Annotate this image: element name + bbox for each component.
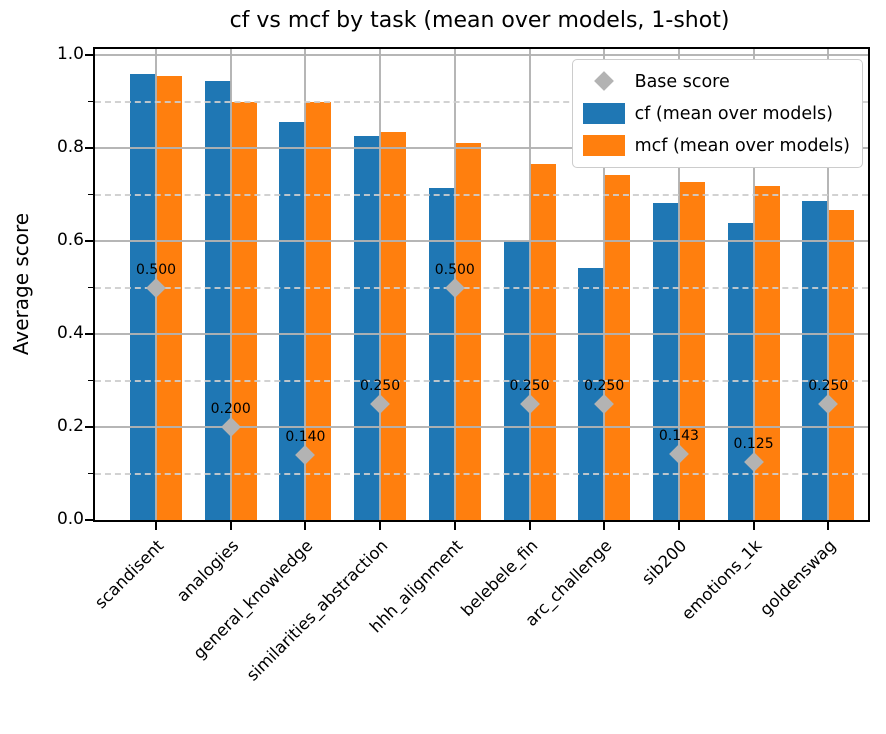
base-score-label-belebele_fin: 0.250 xyxy=(509,377,550,394)
y-tick-mark xyxy=(85,147,93,149)
base-score-label-arc_challenge: 0.250 xyxy=(584,377,625,394)
x-tick-mark xyxy=(304,522,307,530)
x-tick-label-belebele_fin: belebele_fin xyxy=(456,536,541,621)
y-tick-mark xyxy=(85,54,93,56)
gridline-horizontal xyxy=(95,100,868,103)
plot-area: 0.500 0.200 0.140 0.250 0.500 0.250 0.250 0.143… xyxy=(93,47,870,522)
y-minor-tick-mark xyxy=(88,100,93,102)
gridline-horizontal xyxy=(95,193,868,196)
x-tick-mark xyxy=(155,522,157,530)
bar-mcf-sib200 xyxy=(678,182,705,520)
legend-item-base-score: Base score xyxy=(583,68,850,95)
bar-cf-emotions_1k xyxy=(727,223,754,520)
x-tick-mark xyxy=(453,522,456,530)
base-score-label-scandisent: 0.500 xyxy=(135,261,177,278)
gridline-horizontal xyxy=(95,379,868,382)
x-tick-mark xyxy=(827,522,830,530)
y-tick-mark xyxy=(85,426,93,428)
y-minor-tick-mark xyxy=(88,193,93,195)
bar-mcf-hhh_alignment xyxy=(454,143,481,520)
bar-mcf-belebele_fin xyxy=(529,164,556,520)
x-tick-label-scandisent: scandisent xyxy=(91,536,168,613)
bar-mcf-emotions_1k xyxy=(753,186,780,520)
bar-cf-goldenswag xyxy=(802,201,829,520)
gridline-horizontal xyxy=(95,54,868,56)
gridline-vertical xyxy=(603,49,606,520)
legend: Base score cf (mean over models) mcf (mean… xyxy=(571,59,863,168)
y-axis-label: Average score xyxy=(9,212,33,356)
y-minor-tick-mark xyxy=(88,472,93,474)
x-tick-label-similarities_abstraction: similarities_abstraction xyxy=(242,536,392,685)
base-score-label-analogies: 0.200 xyxy=(210,401,251,417)
y-tick-label: 0.6 xyxy=(56,230,84,250)
y-tick-mark xyxy=(85,333,93,335)
gridline-horizontal xyxy=(95,240,868,242)
chart-title: cf vs mcf by task (mean over models, 1-s… xyxy=(229,8,730,33)
bar-mcf-similarities_abstraction xyxy=(380,132,407,520)
x-tick-mark xyxy=(379,522,382,530)
base-score-label-general_knowledge: 0.140 xyxy=(285,428,326,445)
x-tick-label-analogies: analogies xyxy=(172,536,243,606)
y-minor-tick-mark xyxy=(88,286,93,288)
x-tick-label-goldenswag: goldenswag xyxy=(756,536,840,620)
x-tick-mark xyxy=(603,522,606,530)
gridline-vertical xyxy=(229,49,232,520)
gridline-horizontal xyxy=(95,472,868,475)
x-tick-mark xyxy=(677,522,680,530)
gridline-horizontal xyxy=(95,333,868,335)
x-tick-label-sib200: sib200 xyxy=(637,536,691,589)
bar-cf-analogies xyxy=(204,80,231,520)
bar-mcf-analogies xyxy=(230,101,257,520)
x-tick-mark xyxy=(229,522,232,530)
bar-mcf-scandisent xyxy=(156,75,182,520)
base-score-label-hhh_alignment: 0.500 xyxy=(434,261,475,278)
gridline-vertical xyxy=(304,49,307,520)
bar-cf-hhh_alignment xyxy=(428,188,455,520)
bar-cf-scandisent xyxy=(130,73,156,520)
gridline-vertical xyxy=(677,49,680,520)
bar-cf-similarities_abstraction xyxy=(354,135,381,520)
legend-swatch-mcf xyxy=(582,135,625,156)
base-score-label-sib200: 0.143 xyxy=(658,427,699,444)
y-tick-label: 0.0 xyxy=(56,509,84,529)
diamond-icon xyxy=(583,71,625,92)
gridline-vertical xyxy=(528,49,531,520)
base-score-label-similarities_abstraction: 0.250 xyxy=(360,377,401,394)
base-score-label-goldenswag: 0.250 xyxy=(808,377,849,394)
bar-mcf-arc_challenge xyxy=(604,174,631,520)
y-tick-mark xyxy=(85,519,93,521)
base-score-label-emotions_1k: 0.125 xyxy=(733,435,774,452)
gridline-horizontal xyxy=(95,147,868,149)
legend-label-mcf: mcf (mean over models) xyxy=(634,135,850,156)
legend-label-cf: cf (mean over models) xyxy=(634,103,833,124)
x-tick-mark xyxy=(752,522,755,530)
y-tick-label: 0.4 xyxy=(56,323,84,343)
bar-mcf-goldenswag xyxy=(828,210,855,520)
gridline-vertical xyxy=(827,49,830,520)
y-tick-label: 0.8 xyxy=(56,137,84,157)
bar-cf-arc_challenge xyxy=(578,268,605,520)
x-tick-mark xyxy=(528,522,531,530)
y-tick-mark xyxy=(85,240,93,242)
gridline-horizontal xyxy=(95,286,868,289)
gridline-vertical xyxy=(752,49,755,520)
y-tick-label: 0.2 xyxy=(56,416,84,436)
legend-item-cf: cf (mean over models) xyxy=(582,100,850,127)
bar-cf-sib200 xyxy=(652,203,679,520)
gridline-vertical xyxy=(379,49,382,520)
y-minor-tick-mark xyxy=(88,379,93,381)
legend-label-base-score: Base score xyxy=(634,71,730,92)
gridline-horizontal xyxy=(95,426,868,428)
legend-swatch-cf xyxy=(582,103,625,124)
y-tick-label: 1.0 xyxy=(56,44,84,64)
legend-item-mcf: mcf (mean over models) xyxy=(582,132,850,159)
